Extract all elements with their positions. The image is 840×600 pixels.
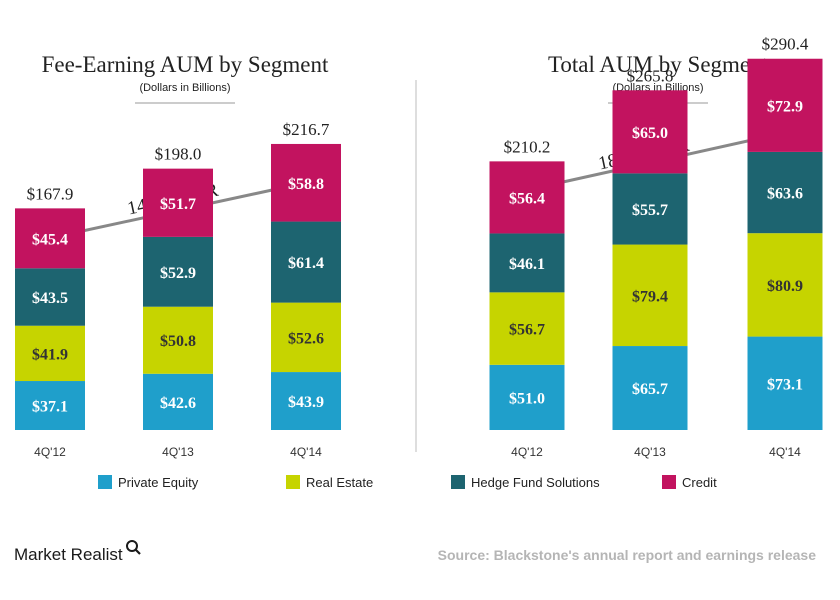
right-bar-group: $51.0 $56.7 $46.1 $56.4 $210.2 4Q'12 $65.7 $79.… — [489, 35, 823, 459]
left-bar-credit-1 — [15, 208, 85, 269]
left-bar-hedge-fund-solutions-2 — [143, 236, 213, 307]
left-bar-private-equity-1 — [15, 381, 85, 430]
right-bar-private-equity-3 — [747, 336, 823, 430]
right-bar-private-equity-2 — [612, 346, 688, 430]
left-label-real-estate-1: $41.9 — [32, 346, 68, 363]
left-label-real-estate-3: $52.6 — [288, 330, 324, 347]
legend-label-real-estate: Real Estate — [306, 475, 373, 490]
right-label-hedge-fund-solutions-3: $63.6 — [767, 186, 803, 203]
right-total-3: $290.4 — [762, 35, 809, 54]
right-bar-real-estate-1 — [489, 292, 565, 365]
left-label-real-estate-2: $50.8 — [160, 333, 196, 350]
right-label-credit-1: $56.4 — [509, 190, 545, 207]
legend-swatch-private-equity — [98, 475, 112, 489]
right-label-private-equity-1: $51.0 — [509, 390, 545, 407]
right-label-private-equity-2: $65.7 — [632, 381, 668, 398]
left-label-private-equity-1: $37.1 — [32, 399, 68, 416]
left-bar-hedge-fund-solutions-1 — [15, 268, 85, 326]
left-total-2: $198.0 — [155, 145, 202, 164]
left-label-credit-2: $51.7 — [160, 196, 196, 213]
magnifier-icon — [126, 540, 141, 555]
left-bar-real-estate-1 — [15, 325, 85, 382]
source-note: Source: Blackstone's annual report and e… — [438, 547, 817, 563]
left-bar-real-estate-2 — [143, 306, 213, 374]
left-label-hedge-fund-solutions-1: $43.5 — [32, 290, 68, 307]
right-label-credit-2: $65.0 — [632, 125, 668, 142]
left-bar-hedge-fund-solutions-3 — [271, 221, 341, 303]
right-label-credit-3: $72.9 — [767, 98, 803, 115]
right-label-hedge-fund-solutions-2: $55.7 — [632, 202, 668, 219]
right-label-private-equity-3: $73.1 — [767, 376, 803, 393]
right-bar-hedge-fund-solutions-1 — [489, 233, 565, 293]
right-total-1: $210.2 — [504, 137, 551, 156]
right-label-hedge-fund-solutions-1: $46.1 — [509, 256, 545, 273]
right-category-2: 4Q'13 — [634, 445, 666, 459]
legend: Private Equity Real Estate Hedge Fund So… — [98, 475, 717, 490]
legend-label-hedge-fund-solutions: Hedge Fund Solutions — [471, 475, 600, 490]
left-total-3: $216.7 — [283, 120, 330, 139]
legend-swatch-real-estate — [286, 475, 300, 489]
left-label-private-equity-2: $42.6 — [160, 395, 196, 412]
right-bar-credit-3 — [747, 58, 823, 152]
right-category-3: 4Q'14 — [769, 445, 801, 459]
right-bar-credit-1 — [489, 161, 565, 234]
legend-label-private-equity: Private Equity — [118, 475, 199, 490]
legend-swatch-credit — [662, 475, 676, 489]
left-category-3: 4Q'14 — [290, 445, 322, 459]
left-category-2: 4Q'13 — [162, 445, 194, 459]
left-chart-title: Fee-Earning AUM by Segment — [42, 52, 329, 77]
legend-swatch-hedge-fund-solutions — [451, 475, 465, 489]
left-chart-subtitle: (Dollars in Billions) — [139, 82, 230, 94]
left-bar-real-estate-3 — [271, 302, 341, 373]
left-label-hedge-fund-solutions-3: $61.4 — [288, 255, 324, 272]
right-label-real-estate-1: $56.7 — [509, 322, 545, 339]
right-bar-hedge-fund-solutions-2 — [612, 173, 688, 245]
left-label-private-equity-3: $43.9 — [288, 394, 324, 411]
left-label-credit-3: $58.8 — [288, 176, 324, 193]
right-bar-real-estate-3 — [747, 233, 823, 337]
brand-logo-text: Market Realist — [14, 545, 123, 564]
right-category-1: 4Q'12 — [511, 445, 543, 459]
right-total-2: $265.8 — [627, 66, 674, 85]
right-chart-title: Total AUM by Segment — [548, 52, 769, 77]
right-bar-private-equity-1 — [489, 364, 565, 430]
left-category-1: 4Q'12 — [34, 445, 66, 459]
left-label-hedge-fund-solutions-2: $52.9 — [160, 265, 196, 282]
left-bar-private-equity-2 — [143, 373, 213, 430]
legend-label-credit: Credit — [682, 475, 717, 490]
left-label-credit-1: $45.4 — [32, 231, 68, 248]
right-bar-hedge-fund-solutions-3 — [747, 151, 823, 234]
left-bar-private-equity-3 — [271, 372, 341, 430]
left-total-1: $167.9 — [27, 184, 74, 203]
left-bar-credit-3 — [271, 143, 341, 222]
left-bar-credit-2 — [143, 168, 213, 237]
right-label-real-estate-3: $80.9 — [767, 278, 803, 295]
right-bar-credit-2 — [612, 90, 688, 174]
right-label-real-estate-2: $79.4 — [632, 288, 668, 305]
right-bar-real-estate-2 — [612, 244, 688, 347]
left-bar-group: $37.1 $41.9 $43.5 $45.4 $167.9 4Q'12 $42.6 $50.… — [15, 120, 341, 459]
